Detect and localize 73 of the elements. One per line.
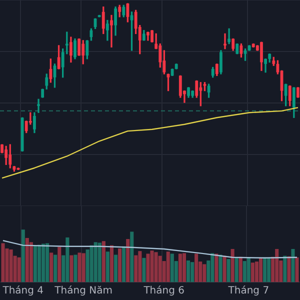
bar — [222, 256, 226, 282]
bar — [90, 245, 94, 282]
bar — [291, 248, 295, 282]
bar — [82, 253, 86, 282]
bar — [70, 255, 74, 282]
bar — [242, 261, 246, 282]
bar — [258, 258, 263, 282]
bar — [214, 254, 218, 282]
bar — [58, 246, 62, 282]
bar — [17, 257, 21, 282]
bar — [283, 256, 287, 282]
x-tick-label: Tháng 7 — [227, 286, 270, 297]
bar — [295, 257, 299, 282]
bar — [178, 254, 182, 282]
candlestick — [228, 28, 231, 44]
bar — [118, 248, 122, 282]
bar — [98, 242, 102, 282]
bar — [9, 250, 13, 282]
bar — [275, 248, 279, 282]
bar — [186, 260, 190, 282]
bar — [114, 254, 118, 282]
bar — [230, 248, 234, 282]
bar — [50, 252, 54, 282]
bar — [250, 262, 254, 282]
x-tick-label: Tháng 4 — [2, 286, 44, 297]
bar — [1, 243, 5, 282]
candlestick — [110, 14, 113, 48]
bar — [210, 253, 214, 282]
bar — [226, 258, 230, 282]
candlestick — [37, 98, 40, 113]
bar — [154, 252, 158, 282]
bar — [74, 254, 78, 282]
bar — [29, 242, 33, 282]
bar — [25, 238, 29, 282]
bar — [246, 257, 250, 282]
x-tick-label: Tháng 6 — [142, 286, 185, 297]
bar — [94, 242, 98, 282]
bar — [21, 230, 25, 282]
bar — [37, 244, 42, 282]
bar — [46, 243, 50, 282]
bar — [150, 250, 154, 282]
bar — [218, 254, 222, 282]
bar — [287, 256, 291, 282]
bar — [106, 252, 110, 282]
bar — [254, 262, 259, 282]
bar — [134, 255, 138, 282]
bar — [158, 256, 162, 282]
bar — [122, 246, 126, 282]
bar — [234, 257, 238, 282]
bar — [138, 251, 142, 282]
x-tick-label: Tháng Năm — [54, 286, 112, 297]
bar — [102, 241, 106, 282]
bar — [182, 253, 186, 282]
bar — [54, 254, 58, 282]
bar — [33, 246, 37, 282]
bar — [86, 250, 90, 282]
bar — [130, 232, 134, 282]
bar — [194, 254, 198, 282]
bar — [66, 237, 70, 282]
bar — [126, 239, 130, 282]
bar — [263, 257, 267, 282]
bar — [170, 254, 174, 282]
bar — [142, 258, 146, 282]
bar — [146, 254, 150, 282]
bar — [267, 258, 271, 282]
bar — [238, 256, 242, 282]
bar — [166, 252, 170, 282]
candlestick — [224, 33, 226, 50]
bar — [190, 262, 194, 282]
bar — [110, 245, 114, 282]
bar — [202, 264, 206, 282]
bar — [41, 244, 46, 282]
bar — [78, 252, 82, 282]
